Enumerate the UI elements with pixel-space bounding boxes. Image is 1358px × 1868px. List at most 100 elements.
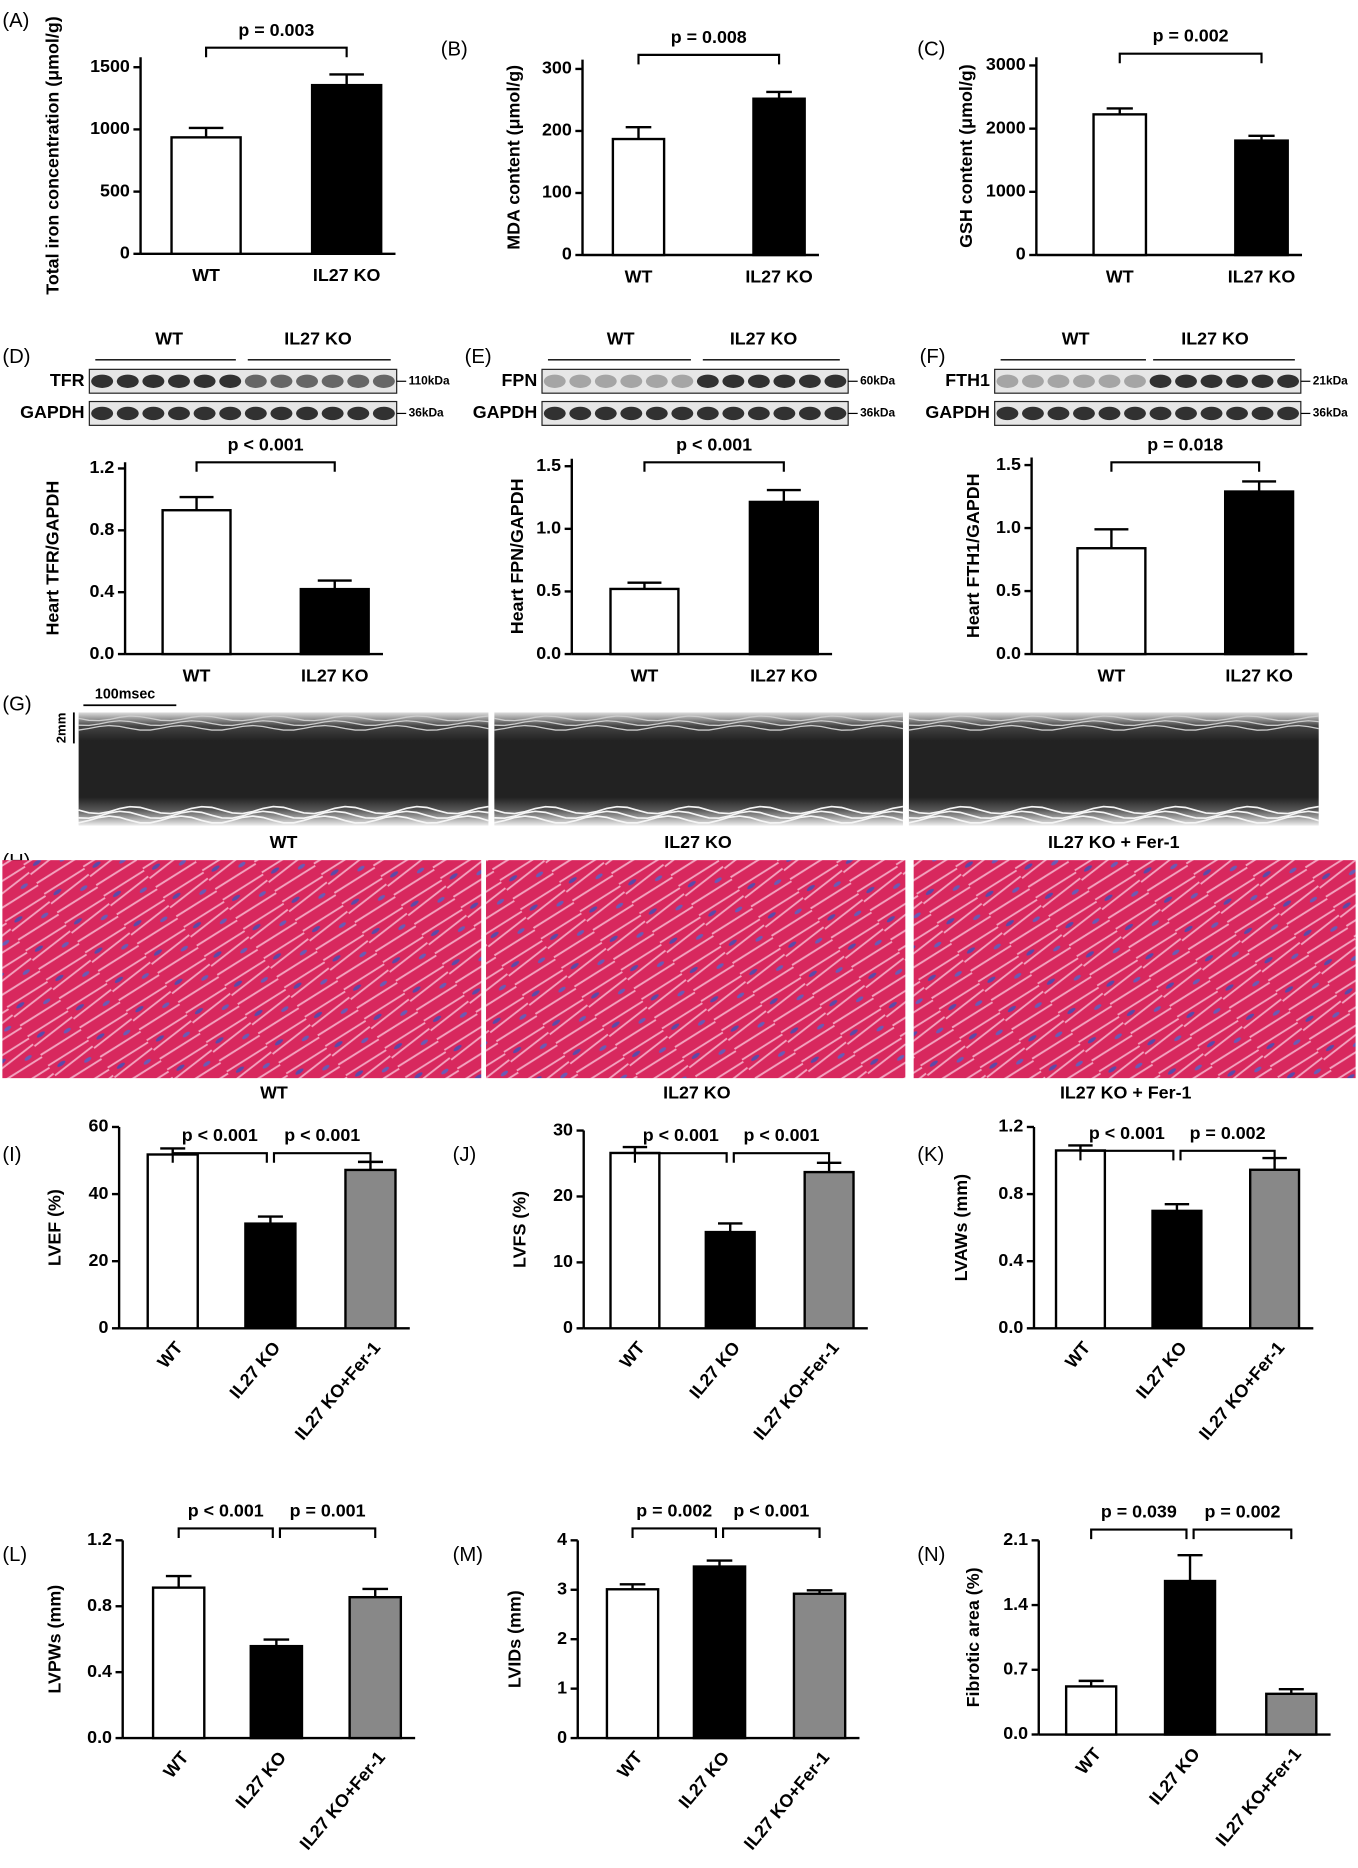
y-tick-label: 2.1 [1003,1529,1028,1549]
bar [1234,139,1289,257]
bar [1054,1149,1107,1330]
error-bar [165,1574,192,1588]
x-tick-label: IL27 KO [745,266,813,286]
panel-label: (B) [441,38,468,60]
blot-band [645,406,668,421]
echo-label: IL27 KO + Fer-1 [1048,832,1180,852]
p-value: p < 0.001 [743,1125,819,1145]
significance-bracket [1179,1149,1276,1161]
error-bar [1248,134,1275,141]
bar [1064,1685,1118,1736]
bar [249,1644,304,1740]
blot-band [824,374,847,388]
y-tick-label: 20 [553,1185,573,1205]
y-tick-label: 0.7 [1003,1659,1028,1679]
blot-size-label: 60kDa [860,373,895,387]
x-tick-label: WT [1106,266,1134,286]
blot-group-label: WT [155,328,183,348]
x-tick-label: IL27 KO [1145,1744,1204,1809]
panel-label: (G) [2,694,31,716]
significance-bracket [633,1152,728,1163]
significance-bracket [1110,461,1261,472]
blot-band [696,406,719,421]
depth-scale: 2mm [53,713,68,744]
blot-group-label: WT [1062,328,1090,348]
echo-wall [78,810,489,820]
error-bar [317,579,352,590]
bar [151,1586,206,1740]
blot-band [747,374,770,388]
y-axis-label: LVIDs (mm) [505,1590,525,1688]
bar [1151,1209,1203,1330]
bar [146,1153,199,1330]
blot-band [996,406,1019,421]
blot-band [116,406,139,421]
y-tick-label: 3000 [986,54,1026,74]
y-tick-label: 1.0 [536,518,561,538]
error-bar [627,581,662,589]
x-tick-label: IL27 KO [750,665,818,685]
error-bar [257,1215,283,1224]
x-tick-label: WT [631,665,659,685]
blot-band [219,406,242,421]
bar [611,137,666,257]
bar [748,500,819,656]
p-value: p < 0.001 [676,434,752,454]
blot-band [1124,374,1146,388]
echo-wall [908,815,1319,824]
error-bar [816,1161,842,1173]
y-tick-label: 60 [89,1116,109,1136]
error-bar [1094,528,1129,549]
bar [1076,547,1147,656]
echo-label: IL27 KO [664,832,732,852]
x-tick-label: IL27 KO+Fer-1 [1195,1338,1289,1444]
p-value: p = 0.001 [290,1500,366,1520]
y-tick-label: 1.2 [87,1529,112,1549]
y-tick-label: 0 [562,244,572,264]
blot-band [645,374,668,388]
panel-label: (M) [453,1544,483,1566]
blot-band [1251,374,1274,388]
panel-label: (F) [920,346,946,368]
x-tick-label: IL27 KO+Fer-1 [296,1747,390,1853]
significance-bracket [732,1152,831,1163]
blot-size-label: 21kDa [1313,373,1348,387]
y-tick-label: 1500 [90,56,130,76]
x-tick-label: IL27 KO [1132,1338,1191,1403]
y-axis-label: LVPWs (mm) [45,1585,65,1694]
significance-bracket [722,1527,821,1538]
bar [704,1230,756,1330]
y-tick-label: 1.5 [996,454,1021,474]
bar [348,1595,403,1740]
x-tick-label: WT [1072,1744,1105,1778]
significance-bracket [643,461,785,472]
y-tick-label: 100 [542,182,572,202]
error-bar [1278,1688,1304,1694]
x-tick-label: WT [153,1338,186,1372]
x-tick-label: IL27 KO [231,1747,290,1812]
blot-band [347,374,370,388]
y-tick-label: 1.0 [996,517,1021,537]
significance-bracket [1079,1149,1175,1161]
p-value: p = 0.002 [636,1500,712,1520]
y-tick-label: 1.2 [998,1116,1023,1136]
bar [170,136,242,255]
error-bar [329,73,364,86]
blot-row-label: FPN [502,370,538,390]
echo-wall [78,805,489,815]
y-tick-label: 0.0 [536,643,561,663]
bar [692,1565,747,1740]
echo-wall [494,715,904,722]
bar [1265,1692,1318,1736]
x-tick-label: IL27 KO [301,665,369,685]
blot-band [193,374,216,388]
echo-wall [908,805,1319,815]
echo-wall [908,715,1319,722]
blot-band [1149,406,1172,421]
blot-band [620,406,643,421]
x-tick-label: WT [159,1747,192,1781]
blot-band [824,406,847,421]
blot-band [296,406,319,421]
echo-wall [78,720,489,727]
